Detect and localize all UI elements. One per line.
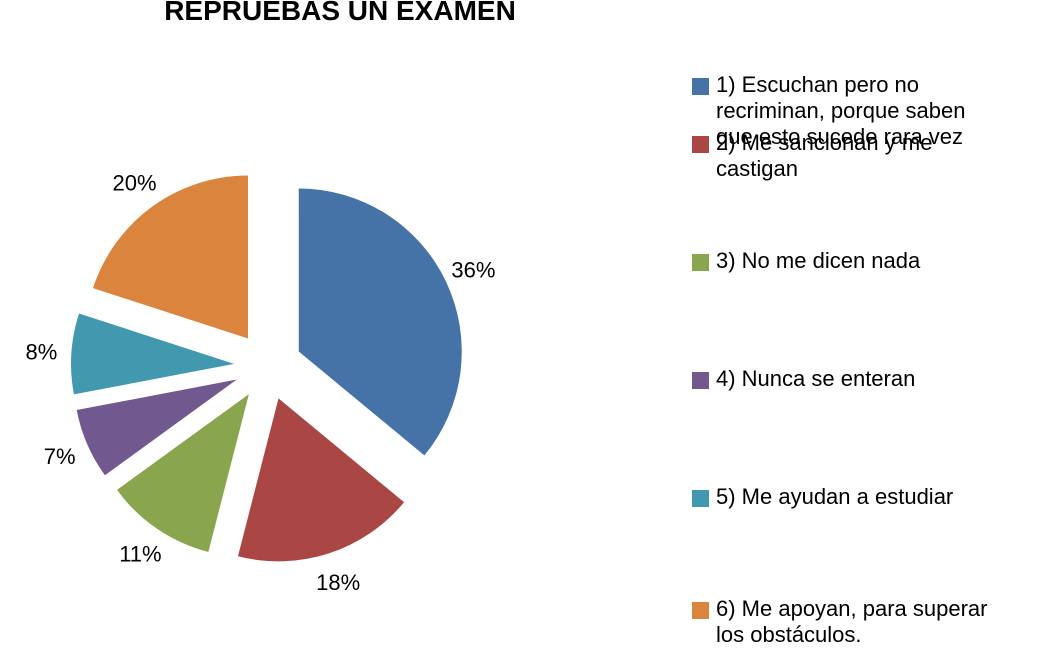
pie-slice xyxy=(71,313,235,395)
data-label: 11% xyxy=(119,542,161,567)
chart-title: REPRUEBAS UN EXAMEN xyxy=(164,0,516,26)
legend-label: 1) Escuchan pero no recriminan, porque s… xyxy=(716,72,966,149)
pie-slice xyxy=(298,188,462,456)
legend-item: 1) Escuchan pero no recriminan, porque s… xyxy=(692,72,991,150)
data-label: 36% xyxy=(451,257,495,282)
data-label: 8% xyxy=(26,340,58,365)
legend-swatch xyxy=(692,78,709,95)
legend-swatch xyxy=(692,602,709,619)
legend-label: 4) Nunca se enteran xyxy=(716,366,916,391)
legend-item: 3) No me dicen nada xyxy=(692,248,991,274)
chart: REPRUEBAS UN EXAMEN 36% 18% 11% 7% 8% 20% xyxy=(26,0,516,595)
legend-item: 2) Me sancionan y me castigan xyxy=(692,130,991,182)
legend-swatch xyxy=(692,254,709,271)
legend-item: 4) Nunca se enteran xyxy=(692,366,991,392)
data-label: 7% xyxy=(44,444,76,469)
pie-slice xyxy=(117,394,249,552)
legend-swatch xyxy=(692,490,709,507)
legend-item: 5) Me ayudan a estudiar xyxy=(692,484,991,510)
pie-slice xyxy=(237,398,405,562)
legend-item: 6) Me apoyan, para superar los obstáculo… xyxy=(692,596,991,648)
legend-swatch xyxy=(692,372,709,389)
pie-slice xyxy=(92,175,249,339)
data-label: 18% xyxy=(316,570,360,595)
data-label: 20% xyxy=(113,170,157,195)
legend-label: 5) Me ayudan a estudiar xyxy=(716,484,954,509)
legend-label: 2) Me sancionan y me castigan xyxy=(716,130,933,181)
legend-swatch xyxy=(692,136,709,153)
pie-slice xyxy=(76,379,237,476)
legend-label: 6) Me apoyan, para superar los obstáculo… xyxy=(716,596,988,647)
legend-label: 3) No me dicen nada xyxy=(716,248,921,273)
